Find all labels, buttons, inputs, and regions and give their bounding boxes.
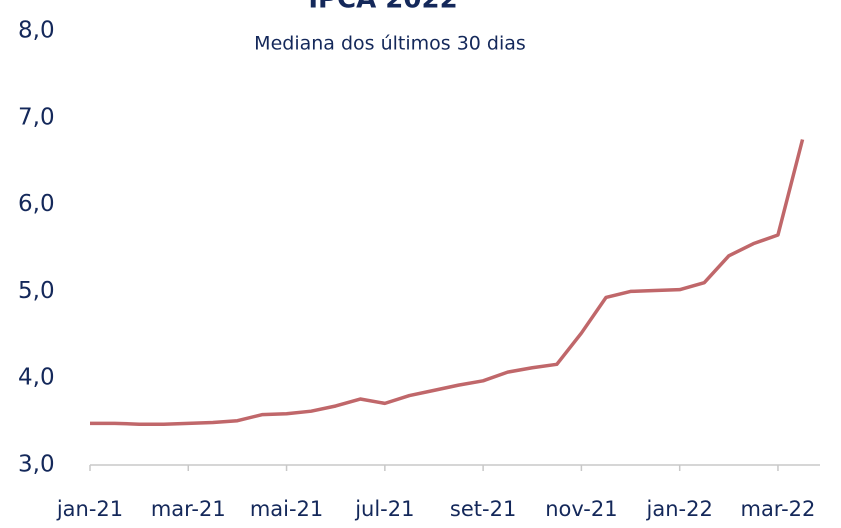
x-tick-label: jul-21 xyxy=(354,497,414,521)
y-tick-label: 8,0 xyxy=(18,18,55,44)
y-tick-label: 7,0 xyxy=(18,104,55,130)
x-tick-label: nov-21 xyxy=(545,497,617,521)
x-tick-label: set-21 xyxy=(450,497,516,521)
x-tick-label: jan-22 xyxy=(646,497,713,521)
chart-title: IPCA 2022 xyxy=(308,0,457,15)
x-tick-label: mai-21 xyxy=(250,497,323,521)
chart-subtitle: Mediana dos últimos 30 dias xyxy=(254,33,526,55)
y-tick-label: 3,0 xyxy=(18,452,55,478)
x-tick-label: mar-22 xyxy=(740,497,815,521)
y-tick-label: 4,0 xyxy=(18,365,55,391)
x-tick-label: jan-21 xyxy=(56,497,123,521)
data-line xyxy=(90,139,805,426)
y-tick-label: 5,0 xyxy=(18,278,55,304)
y-tick-label: 6,0 xyxy=(18,191,55,217)
x-tick-label: mar-21 xyxy=(151,497,226,521)
